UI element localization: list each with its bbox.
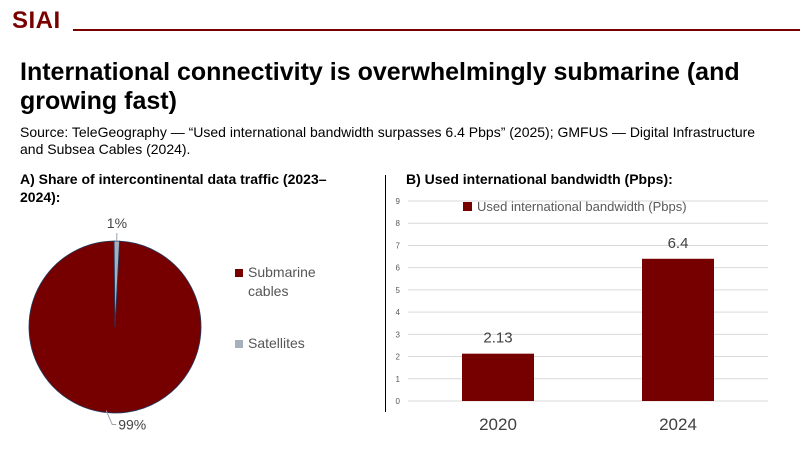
bar-2024 <box>642 258 714 401</box>
pie-label-submarine: 99% <box>118 417 146 433</box>
siai-logo: SIAI <box>12 7 61 34</box>
pie-slice-satellites <box>113 240 120 328</box>
source-citation: Source: TeleGeography — “Used internatio… <box>20 124 756 157</box>
bar-2020 <box>462 353 534 401</box>
bar-legend-swatch <box>463 202 472 211</box>
y-tick-label: 7 <box>396 241 401 250</box>
bar-value-label-2024: 6.4 <box>668 235 689 252</box>
legend-label-submarine-cables: Submarine cables <box>248 264 316 299</box>
y-tick-label: 6 <box>396 264 401 273</box>
pie-label-satellites: 1% <box>107 215 127 231</box>
x-tick-label-2024: 2024 <box>659 415 697 434</box>
bar-legend-label: Used international bandwidth (Pbps) <box>477 199 687 214</box>
panel-divider <box>385 175 386 412</box>
slide-title: International connectivity is overwhelmi… <box>20 58 740 115</box>
bar-chart-title: B) Used international bandwidth (Pbps): <box>406 171 673 187</box>
y-tick-label: 3 <box>396 330 401 339</box>
leader-line-submarine <box>105 410 117 426</box>
y-tick-label: 4 <box>396 308 401 317</box>
y-tick-label: 8 <box>396 219 401 228</box>
y-tick-label: 2 <box>396 353 401 362</box>
y-tick-label: 5 <box>396 286 401 295</box>
legend-label-satellites: Satellites <box>248 335 305 351</box>
bar-value-label-2020: 2.13 <box>483 330 512 347</box>
legend-swatch-satellites <box>235 340 243 348</box>
x-tick-label-2020: 2020 <box>479 415 517 434</box>
header-rule <box>73 29 800 31</box>
legend-swatch-submarine-cables <box>235 269 243 277</box>
y-tick-label: 9 <box>396 197 401 206</box>
pie-chart: 99% 1% Submarine cables Satellites <box>28 215 316 433</box>
y-tick-label: 1 <box>396 375 401 384</box>
y-tick-label: 0 <box>396 397 401 406</box>
bar-chart: 0 1 2 3 4 5 6 7 8 9 Used international bandwidth (… <box>396 197 768 434</box>
pie-chart-title: A) Share of intercontinental data traffi… <box>20 171 327 205</box>
